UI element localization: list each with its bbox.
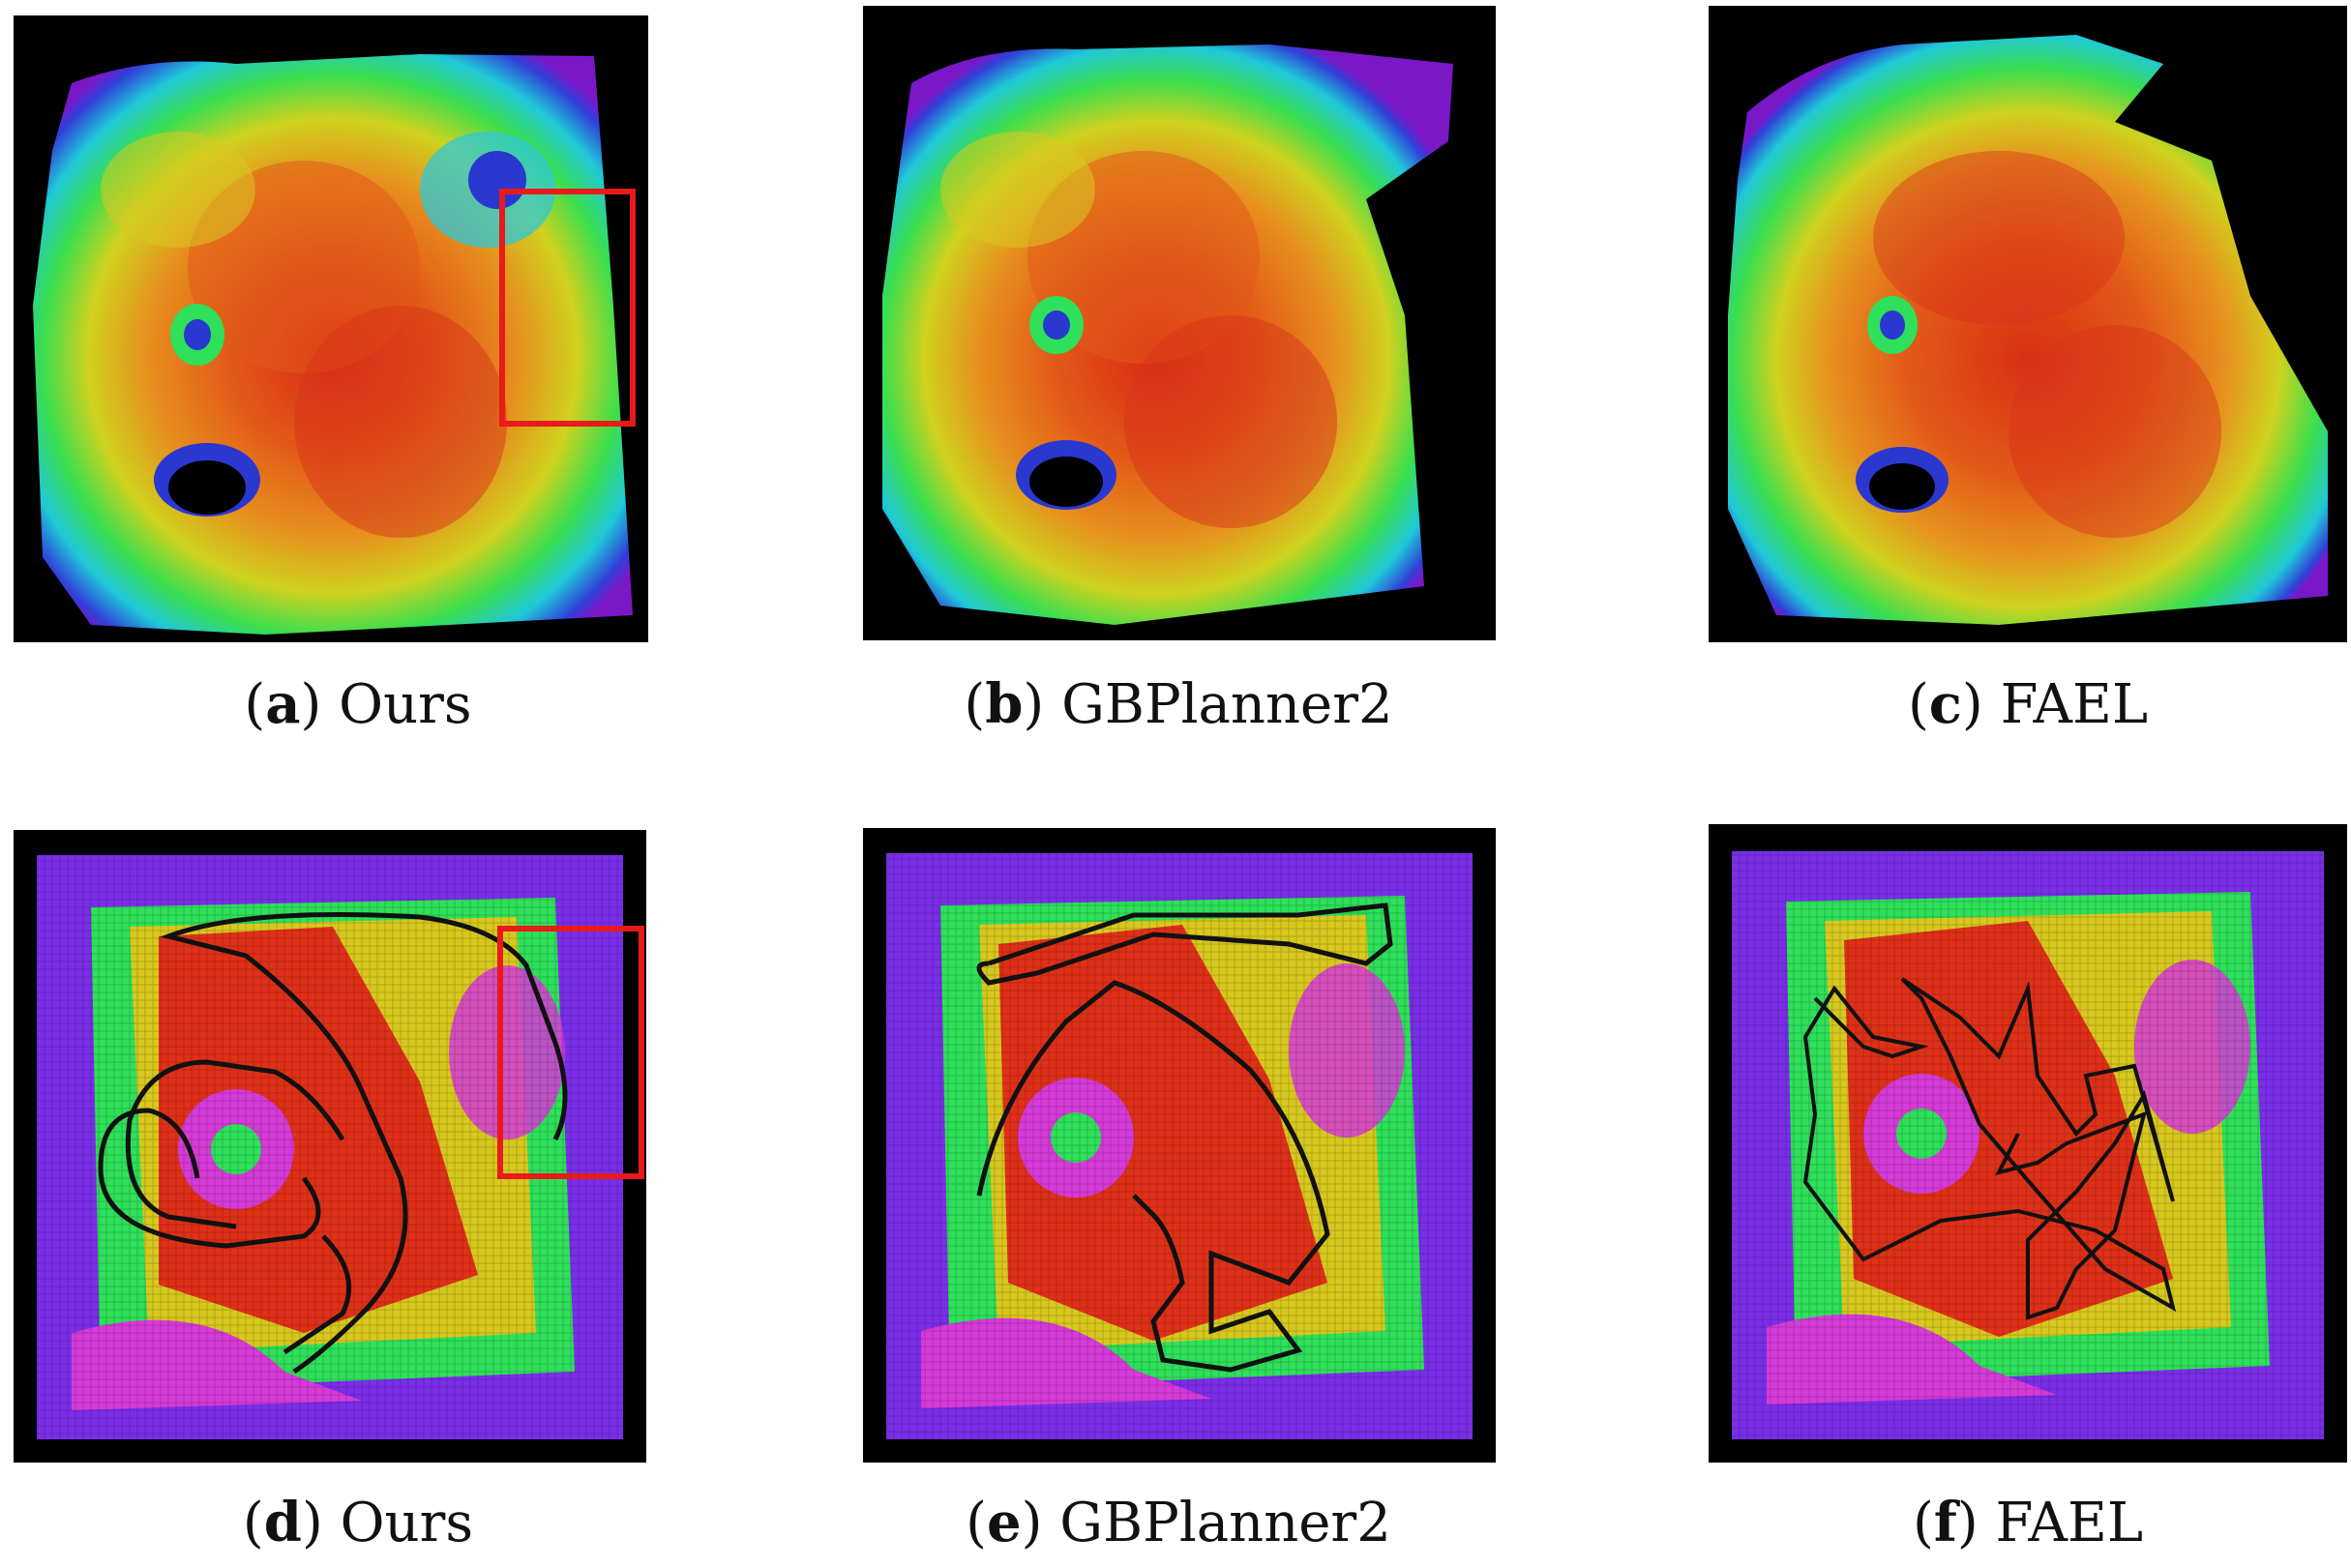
panel-b-elevation-map (863, 6, 1496, 640)
panel-c-elevation-map (1709, 6, 2347, 642)
caption-e: (e) GBPlanner2 (966, 1491, 1391, 1554)
caption-c: (c) FAEL (1907, 672, 2149, 736)
panel-f-traversability-map (1709, 824, 2347, 1463)
highlight-box (499, 189, 636, 427)
elevation-map-b (863, 6, 1496, 640)
highlight-box (497, 926, 644, 1179)
elevation-map-c (1709, 6, 2347, 642)
caption-b: (b) GBPlanner2 (964, 672, 1393, 736)
panel-d-traversability-map (14, 830, 646, 1463)
panel-e-traversability-map (863, 828, 1496, 1463)
trajectory (1802, 977, 2177, 1320)
traversability-map-d (14, 830, 646, 1463)
caption-d: (d) Ours (242, 1491, 474, 1554)
trajectory (976, 902, 1393, 1373)
traversability-map-e (863, 828, 1496, 1463)
elevation-map-a (14, 15, 648, 642)
traversability-map-f (1709, 824, 2347, 1463)
caption-a: (a) Ours (244, 672, 472, 736)
panel-a-elevation-map (14, 15, 648, 642)
trajectory (98, 912, 568, 1375)
caption-f: (f) FAEL (1912, 1491, 2144, 1554)
